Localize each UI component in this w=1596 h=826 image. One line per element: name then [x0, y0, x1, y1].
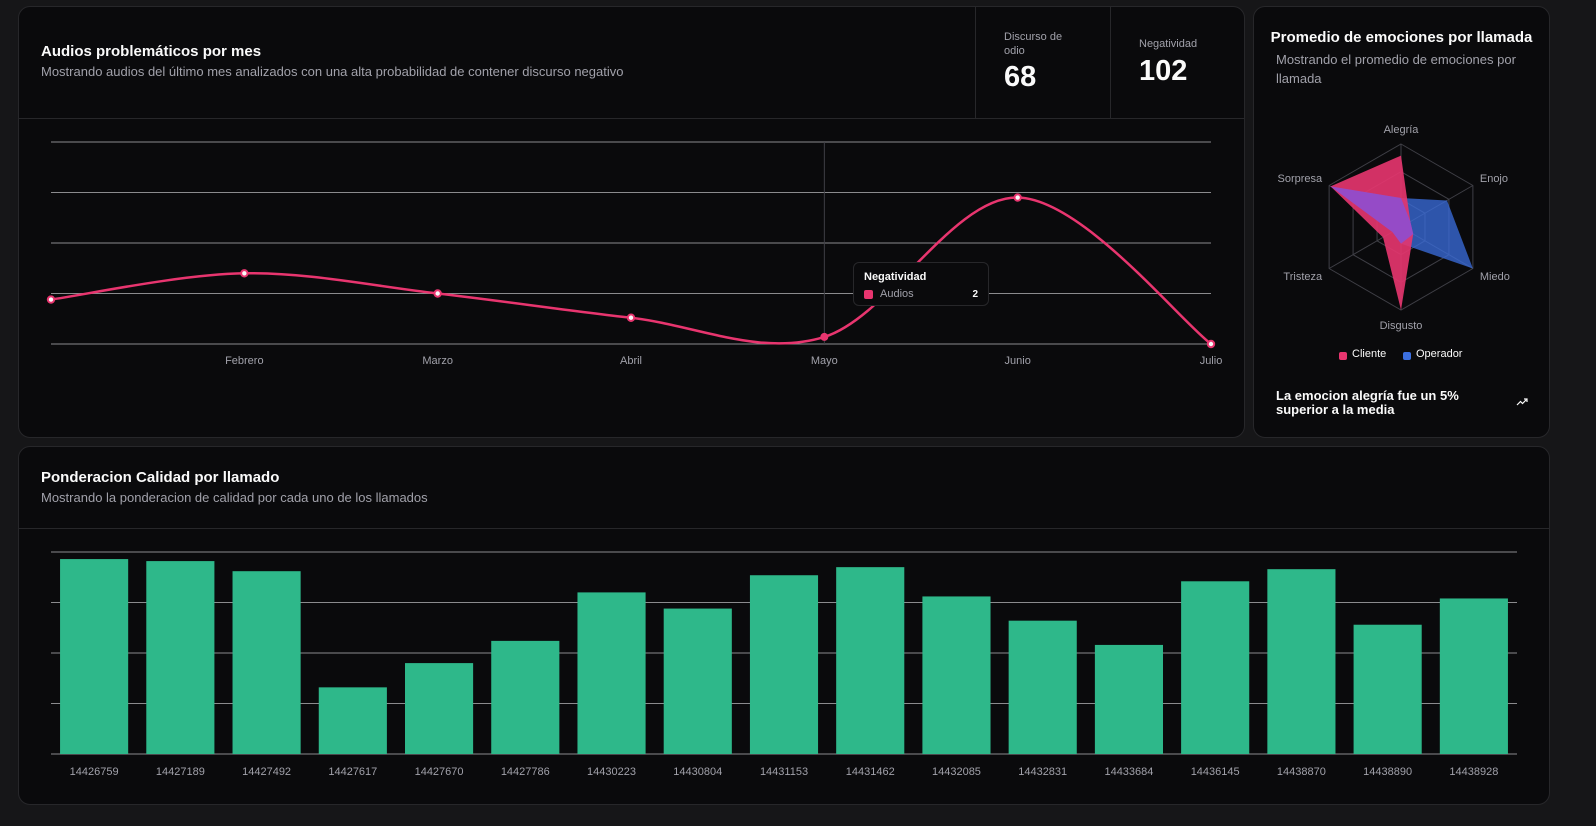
- bar: [663, 608, 732, 754]
- x-tick-label: 14427670: [415, 766, 464, 778]
- x-tick-label: Junio: [1005, 355, 1031, 367]
- chart-tooltip: Negatividad Audios 2: [853, 262, 989, 306]
- tooltip-title: Negatividad: [864, 271, 927, 283]
- emotions-subtitle: Mostrando el promedio de emociones por l…: [1276, 52, 1516, 86]
- x-tick-label: Abril: [620, 355, 642, 367]
- x-tick-label: 14438890: [1363, 766, 1412, 778]
- x-tick-label: 14436145: [1191, 766, 1240, 778]
- bar: [1353, 624, 1422, 754]
- stat-label: Discurso de odio: [1004, 31, 1063, 57]
- legend-swatch-operador: [1403, 352, 1411, 360]
- radar-axis-label: Alegría: [1384, 124, 1420, 136]
- x-tick-label: 14438928: [1449, 766, 1498, 778]
- legend-label-cliente: Cliente: [1352, 348, 1387, 360]
- bar: [749, 575, 819, 754]
- legend-label-operador: Operador: [1416, 348, 1463, 360]
- data-point: [240, 269, 249, 278]
- audios-title: Audios problemáticos por mes: [41, 43, 262, 60]
- radar-axis-label: Enojo: [1480, 173, 1508, 185]
- x-tick-label: Marzo: [422, 355, 453, 367]
- data-point: [46, 295, 56, 304]
- tooltip-value: 2: [972, 289, 978, 300]
- data-point: [433, 289, 442, 298]
- bar: [318, 687, 387, 754]
- quality-title: Ponderacion Calidad por llamado: [41, 469, 280, 486]
- x-tick-label: 14438870: [1277, 766, 1326, 778]
- emotions-footer: La emocion alegría fue un 5% superior a …: [1276, 388, 1459, 417]
- radar-axis-label: Disgusto: [1380, 320, 1423, 332]
- x-tick-label: 14432085: [932, 766, 981, 778]
- bar-chart[interactable]: 14426759 14427189 14427492 14427617 14427670…: [19, 447, 1550, 805]
- bar: [60, 559, 129, 754]
- stat-value: 68: [1004, 61, 1037, 93]
- data-point-active: [820, 332, 829, 341]
- line-chart[interactable]: Febrero Marzo Abril Mayo Junio Julio: [19, 7, 1245, 438]
- radar-axis-label: Miedo: [1480, 271, 1510, 283]
- bar: [1181, 581, 1250, 754]
- audios-card-header: Audios problemáticos por mes Mostrando a…: [19, 7, 1244, 119]
- x-tick-label: Julio: [1200, 355, 1223, 367]
- audios-subtitle: Mostrando audios del último mes analizad…: [41, 64, 624, 79]
- emotions-title: Promedio de emociones por llamada: [1270, 29, 1533, 46]
- bar: [491, 640, 560, 754]
- bar: [1439, 598, 1508, 754]
- legend-swatch-cliente: [1339, 352, 1347, 360]
- x-tick-label: 14430223: [587, 766, 636, 778]
- data-point: [626, 313, 636, 322]
- radar-overlap-area: [1330, 186, 1414, 244]
- radar-axis-label: Tristeza: [1283, 271, 1323, 283]
- bar: [836, 567, 905, 754]
- data-point: [1013, 193, 1022, 202]
- bar: [1267, 569, 1336, 754]
- stat-negativity[interactable]: Negatividad 102: [1110, 7, 1244, 118]
- x-tick-label: 14433684: [1104, 766, 1153, 778]
- tooltip-swatch: [864, 290, 873, 299]
- trending-up-icon: [1516, 398, 1528, 406]
- emotions-card: Promedio de emociones por llamada Mostra…: [1253, 6, 1550, 438]
- radar-chart[interactable]: Alegría Enojo Miedo Disgusto Tristeza Sorpres…: [1254, 107, 1550, 347]
- stat-hate-speech[interactable]: Discurso de odio 68: [975, 7, 1110, 118]
- x-tick-label: 14431153: [760, 766, 808, 778]
- x-tick-label: 14427189: [156, 766, 205, 778]
- audios-card: Audios problemáticos por mes Mostrando a…: [18, 6, 1245, 438]
- bar: [1008, 620, 1077, 754]
- bar: [1094, 644, 1164, 754]
- bar: [577, 592, 646, 754]
- x-tick-label: 14427492: [242, 766, 291, 778]
- x-tick-label: 14426759: [70, 766, 119, 778]
- x-tick-label: 14430804: [673, 766, 722, 778]
- x-tick-label: 14427786: [501, 766, 550, 778]
- tooltip-series-label: Audios: [880, 288, 914, 300]
- x-tick-label: Mayo: [811, 355, 838, 367]
- x-tick-label: 14431462: [846, 766, 895, 778]
- x-tick-label: 14432831: [1018, 766, 1067, 778]
- series-line-audios: [50, 196, 1212, 345]
- quality-card-header: Ponderacion Calidad por llamado Mostrand…: [19, 447, 1549, 529]
- bar: [232, 571, 301, 754]
- radar-axis-label: Sorpresa: [1277, 173, 1323, 185]
- x-tick-label: Febrero: [225, 355, 264, 367]
- stat-value: 102: [1139, 55, 1188, 87]
- bar: [922, 596, 991, 754]
- x-tick-label: 14427617: [328, 766, 377, 778]
- bar: [146, 561, 215, 754]
- bar: [404, 663, 474, 754]
- quality-card: Ponderacion Calidad por llamado Mostrand…: [18, 446, 1550, 805]
- quality-subtitle: Mostrando la ponderacion de calidad por …: [41, 490, 428, 505]
- stat-label: Negatividad: [1139, 38, 1198, 50]
- data-point: [1206, 339, 1216, 349]
